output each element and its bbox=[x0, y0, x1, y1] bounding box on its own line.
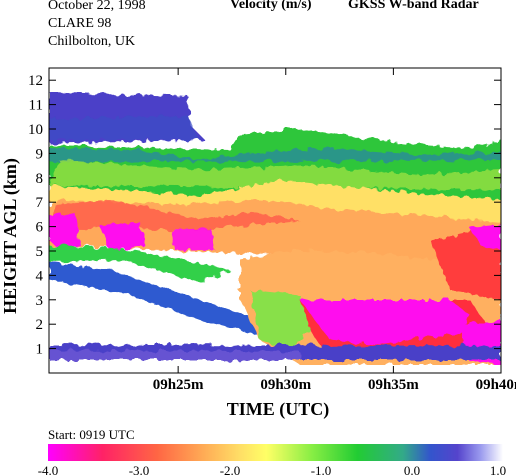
y-tick-label: 10 bbox=[28, 122, 43, 138]
site-label: Chilbolton, UK bbox=[48, 34, 136, 49]
y-tick-label: 1 bbox=[36, 342, 44, 358]
x-axis-title: TIME (UTC) bbox=[227, 399, 330, 420]
colorbar-tick-label: -3.0 bbox=[129, 463, 150, 476]
y-tick-label: 6 bbox=[36, 220, 44, 236]
instrument-title: GKSS W-band Radar bbox=[348, 0, 479, 12]
y-tick-label: 7 bbox=[36, 195, 44, 211]
y-tick-label: 3 bbox=[36, 293, 44, 309]
y-tick-label: 4 bbox=[36, 268, 44, 284]
campaign-label: CLARE 98 bbox=[48, 16, 112, 31]
colorbar-ticks: -4.0 -3.0 -2.0 -1.0 0.0 1.0 bbox=[38, 463, 506, 476]
date-label: October 22, 1998 bbox=[48, 0, 146, 13]
colorbar bbox=[48, 444, 503, 461]
y-tick-label: 2 bbox=[36, 317, 44, 333]
colorbar-tick-label: -4.0 bbox=[38, 463, 59, 476]
y-tick-label: 11 bbox=[29, 98, 43, 114]
x-axis: 09h25m 09h30m 09h35m 09h40m bbox=[153, 68, 516, 393]
x-tick-label: 09h30m bbox=[260, 377, 311, 393]
y-tick-label: 5 bbox=[36, 244, 44, 260]
x-tick-label: 09h35m bbox=[368, 377, 419, 393]
x-tick-label: 09h25m bbox=[153, 377, 204, 393]
y-tick-label: 9 bbox=[36, 146, 44, 162]
x-tick-label: 09h40m bbox=[476, 377, 516, 393]
quantity-title: Velocity (m/s) bbox=[230, 0, 312, 12]
colorbar-tick-label: 0.0 bbox=[404, 463, 420, 476]
y-tick-label: 8 bbox=[36, 171, 44, 187]
plot-frame bbox=[48, 67, 502, 374]
start-time-label: Start: 0919 UTC bbox=[48, 427, 135, 442]
radar-field bbox=[49, 92, 501, 365]
colorbar-tick-label: -1.0 bbox=[311, 463, 332, 476]
y-tick-label: 12 bbox=[28, 73, 43, 89]
colorbar-tick-label: 1.0 bbox=[490, 463, 506, 476]
lower-fringe-region bbox=[49, 262, 300, 340]
colorbar-tick-label: -2.0 bbox=[220, 463, 241, 476]
y-axis-title: HEIGHT AGL (km) bbox=[0, 158, 21, 314]
